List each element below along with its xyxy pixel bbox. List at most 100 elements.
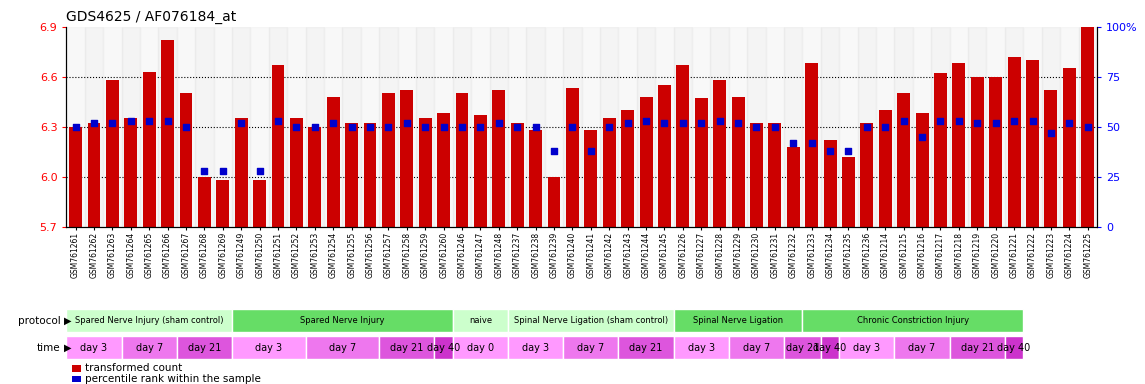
Text: day 21: day 21 (390, 343, 424, 353)
Bar (306, 27, 324, 227)
Point (803, 140, 821, 146)
Bar (655, 27, 673, 227)
Text: day 40: day 40 (427, 343, 460, 353)
Bar (1008, 57, 1020, 227)
Bar (85, 27, 103, 227)
Bar (66, 336, 121, 359)
Bar (180, 93, 192, 227)
Bar (361, 27, 379, 227)
Text: day 7: day 7 (743, 343, 771, 353)
Text: Spared Nerve Injury (sham control): Spared Nerve Injury (sham control) (74, 316, 223, 325)
Text: day 40: day 40 (813, 343, 846, 353)
Bar (673, 27, 692, 227)
Point (931, 118, 949, 124)
Point (1042, 130, 1060, 136)
Text: day 3: day 3 (255, 343, 283, 353)
Point (472, 124, 490, 130)
Bar (214, 27, 232, 227)
Bar (602, 118, 616, 227)
Bar (949, 27, 968, 227)
Bar (640, 97, 653, 227)
Bar (1042, 27, 1060, 227)
Bar (379, 336, 434, 359)
Text: GDS4625 / AF076184_at: GDS4625 / AF076184_at (66, 10, 237, 24)
Bar (989, 77, 1002, 227)
Point (858, 124, 876, 130)
Bar (658, 85, 671, 227)
Bar (437, 113, 450, 227)
Bar (1081, 18, 1095, 227)
Point (1005, 118, 1024, 124)
Bar (121, 336, 176, 359)
Point (784, 140, 803, 146)
Bar (345, 123, 358, 227)
Text: percentile rank within the sample: percentile rank within the sample (85, 374, 261, 384)
Point (711, 118, 729, 124)
Bar (729, 27, 748, 227)
Point (342, 124, 361, 130)
Bar (416, 27, 434, 227)
Bar (379, 27, 397, 227)
Text: day 3: day 3 (80, 343, 108, 353)
Bar (748, 27, 766, 227)
Point (729, 120, 748, 126)
Bar (766, 27, 784, 227)
Text: day 3: day 3 (853, 343, 881, 353)
Bar (934, 73, 947, 227)
Bar (529, 130, 542, 227)
Bar (271, 65, 284, 227)
Text: day 21: day 21 (188, 343, 221, 353)
Point (563, 124, 582, 130)
Text: day 3: day 3 (522, 343, 550, 353)
Bar (511, 123, 523, 227)
Bar (492, 90, 505, 227)
Text: day 21: day 21 (961, 343, 994, 353)
Bar (251, 27, 269, 227)
Point (379, 124, 397, 130)
Bar (106, 80, 119, 227)
Point (196, 167, 214, 174)
Bar (803, 309, 1024, 332)
Bar (1005, 336, 1024, 359)
Bar (161, 40, 174, 227)
Bar (784, 27, 803, 227)
Bar (306, 336, 379, 359)
Bar (821, 27, 839, 227)
Point (1060, 120, 1079, 126)
Bar (508, 336, 563, 359)
Bar (563, 27, 582, 227)
Bar (618, 27, 637, 227)
Point (1079, 124, 1097, 130)
Point (821, 147, 839, 154)
Text: day 7: day 7 (908, 343, 935, 353)
Point (600, 124, 618, 130)
Point (1024, 118, 1042, 124)
Bar (324, 27, 342, 227)
Point (766, 124, 784, 130)
Point (140, 118, 158, 124)
Bar (677, 65, 689, 227)
Bar (710, 27, 729, 227)
Point (692, 120, 710, 126)
Bar (713, 80, 726, 227)
Bar (584, 130, 598, 227)
Bar (66, 27, 85, 227)
Bar (287, 27, 306, 227)
Bar (784, 336, 821, 359)
Bar (842, 157, 855, 227)
Bar (1024, 27, 1042, 227)
Bar (508, 309, 673, 332)
Bar (382, 93, 395, 227)
Bar (622, 110, 634, 227)
Bar (195, 27, 214, 227)
Text: day 21: day 21 (630, 343, 663, 353)
Point (287, 124, 306, 130)
Point (618, 120, 637, 126)
Bar (768, 123, 781, 227)
Point (673, 120, 692, 126)
Bar (860, 123, 874, 227)
Bar (673, 309, 803, 332)
Bar (125, 118, 137, 227)
Bar (839, 27, 858, 227)
Point (324, 120, 342, 126)
